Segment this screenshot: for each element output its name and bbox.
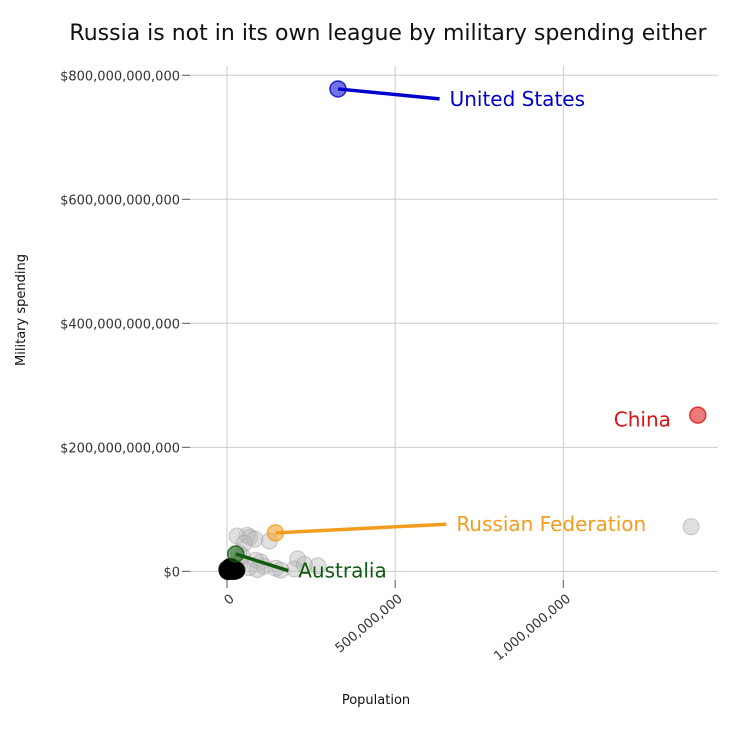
highlight-point [689, 406, 707, 424]
highlight-point [226, 545, 245, 563]
connector-line [275, 522, 447, 535]
highlight-point [266, 524, 285, 542]
annotation-label: China [614, 407, 671, 431]
y-tick-label: $200,000,000,000 [60, 441, 180, 456]
cluster-point [218, 560, 237, 579]
grid-lines [190, 66, 718, 580]
x-tick-label: 1,000,000,000 [491, 592, 573, 665]
background-point [295, 555, 313, 573]
background-point [246, 530, 264, 548]
background-point [228, 527, 246, 545]
x-tick-label: 500,000,000 [333, 592, 406, 657]
background-point [682, 518, 700, 536]
connector-line [337, 87, 440, 101]
y-tick-label: $0 [163, 565, 180, 580]
x-axis-label: Population [342, 693, 410, 708]
highlight-point [329, 80, 347, 98]
chart-title: Russia is not in its own league by milit… [69, 21, 707, 46]
annotation-label: Australia [298, 559, 386, 583]
annotation-label: Russian Federation [456, 512, 646, 536]
annotation-label: United States [450, 87, 585, 111]
data-points [218, 518, 700, 581]
y-tick-label: $400,000,000,000 [60, 317, 180, 332]
x-tick-label: 0 [222, 592, 238, 609]
y-tick-label: $600,000,000,000 [60, 193, 180, 208]
x-axis-ticks: 0 500,000,000 1,000,000,000 [222, 580, 574, 664]
background-point [289, 550, 307, 568]
annotations: United States China Russian Federation Aust… [226, 80, 707, 583]
background-point [309, 557, 327, 575]
y-axis-ticks: $0 $200,000,000,000 $400,000,000,000 $600,0… [60, 69, 190, 580]
y-axis-label: Military spending [14, 254, 29, 366]
y-tick-label: $800,000,000,000 [60, 69, 180, 84]
connector-line [235, 552, 289, 573]
